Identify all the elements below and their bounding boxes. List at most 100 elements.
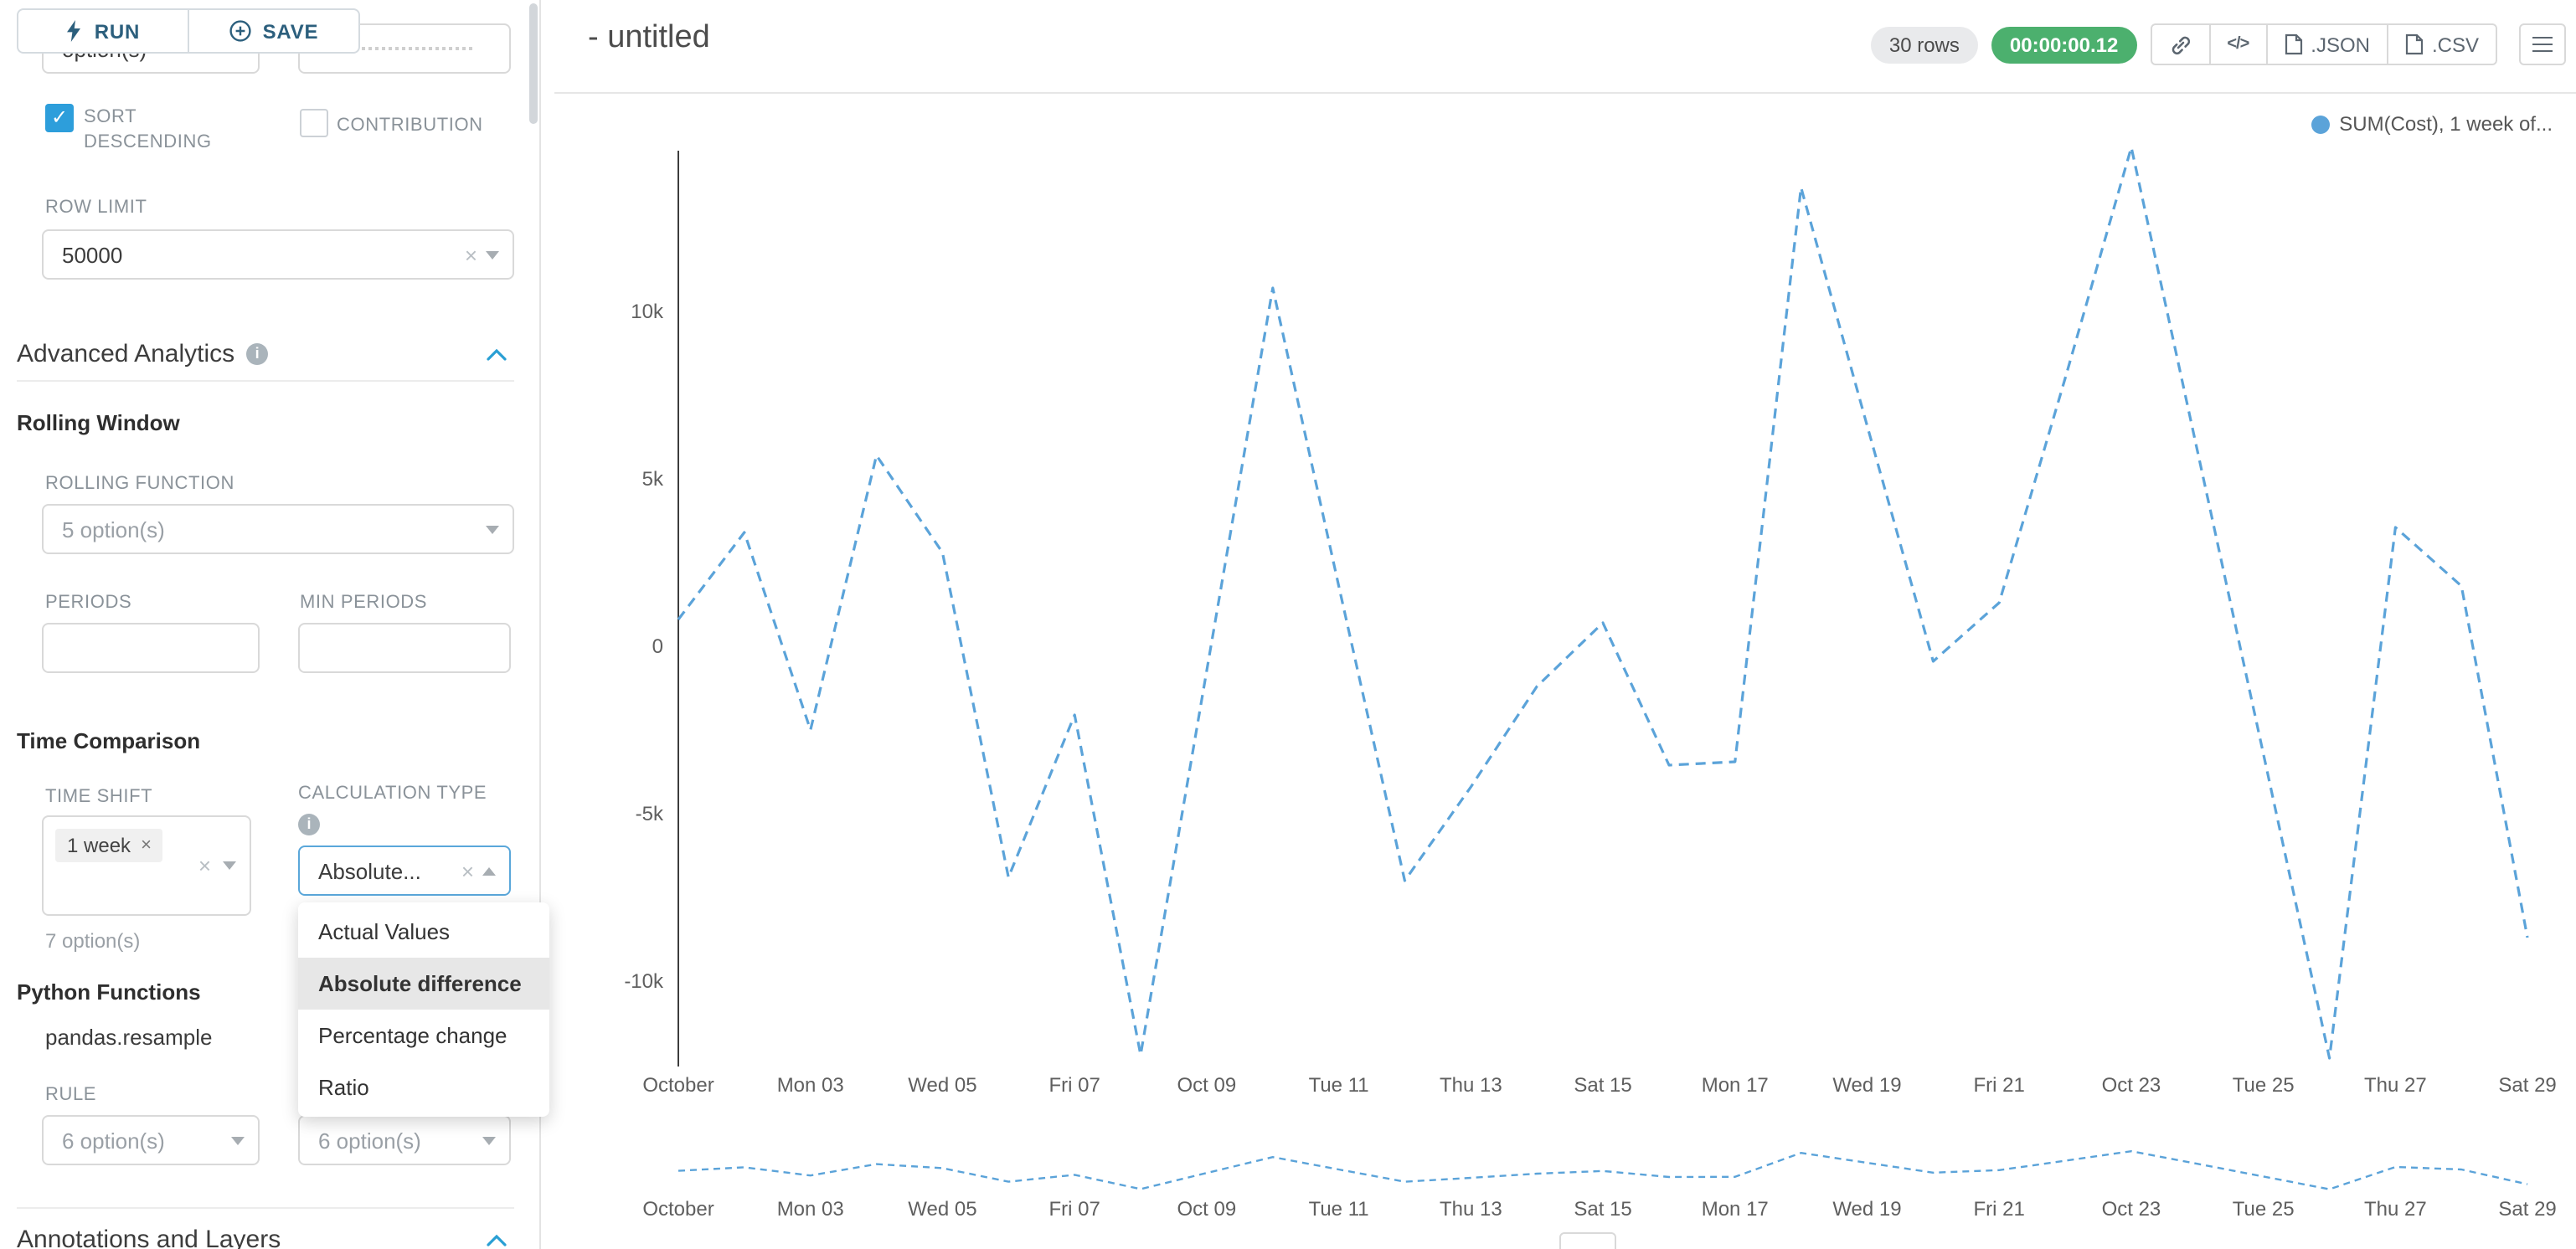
- view-query-button[interactable]: </>: [2208, 23, 2268, 65]
- bolt-icon: [67, 20, 81, 42]
- collapse-section-button[interactable]: [486, 347, 507, 361]
- chevron-down-icon: [231, 1136, 245, 1144]
- export-json-button[interactable]: .JSON: [2265, 23, 2388, 65]
- x-tick-label: Tue 11: [1309, 1074, 1369, 1097]
- x-tick-label: Oct 23: [2102, 1074, 2161, 1097]
- menu-option-absolute-difference[interactable]: Absolute difference: [298, 958, 549, 1010]
- x-tick-label: Mon 03: [777, 1074, 844, 1097]
- file-icon: [2405, 33, 2424, 55]
- min-periods-input[interactable]: [298, 623, 511, 673]
- rule-select[interactable]: 6 option(s): [42, 1115, 260, 1165]
- legend-dot-icon: [2311, 115, 2330, 133]
- resample-method-select[interactable]: 6 option(s): [298, 1115, 511, 1165]
- preview-x-tick-label: Mon 03: [777, 1198, 844, 1221]
- annotations-header: Annotations and Layers: [17, 1226, 514, 1249]
- row-count-badge: 30 rows: [1870, 26, 1978, 63]
- preview-x-tick-label: October: [642, 1198, 714, 1221]
- x-tick-label: Oct 09: [1177, 1074, 1237, 1097]
- info-icon[interactable]: i: [298, 814, 320, 835]
- min-periods-label: MIN PERIODS: [300, 593, 428, 613]
- time-shift-select[interactable]: 1 week × ×: [42, 815, 251, 916]
- x-tick-label: Wed 19: [1832, 1074, 1901, 1097]
- x-tick-label: Mon 17: [1702, 1074, 1769, 1097]
- preview-x-tick-label: Sat 29: [2498, 1198, 2556, 1221]
- preview-x-tick-label: Thu 27: [2364, 1198, 2427, 1221]
- export-csv-label: .CSV: [2431, 33, 2479, 56]
- x-tick-label: Tue 25: [2233, 1074, 2295, 1097]
- chevron-up-icon: [487, 347, 507, 360]
- rule-placeholder: 6 option(s): [62, 1128, 165, 1153]
- preview-x-tick-label: Oct 23: [2102, 1198, 2161, 1221]
- link-icon: [2172, 35, 2190, 54]
- preview-x-tick-label: Tue 25: [2233, 1198, 2295, 1221]
- advanced-analytics-header: Advanced Analytics i: [17, 340, 514, 368]
- chevron-up-icon: [482, 866, 496, 875]
- chart-title: - untitled: [588, 20, 710, 55]
- panel-scrollbar[interactable]: [529, 3, 538, 124]
- python-functions-title: Python Functions: [17, 979, 201, 1005]
- row-limit-select[interactable]: 50000 ×: [42, 229, 514, 280]
- export-json-label: .JSON: [2311, 33, 2370, 56]
- preview-x-tick-label: Wed 05: [908, 1198, 976, 1221]
- remove-tag-icon[interactable]: ×: [141, 835, 152, 856]
- collapse-section-button[interactable]: [486, 1233, 507, 1246]
- preview-x-tick-label: Wed 19: [1832, 1198, 1901, 1221]
- save-button-label: SAVE: [262, 19, 319, 43]
- menu-option-actual-values[interactable]: Actual Values: [318, 919, 451, 944]
- preview-x-tick-label: Fri 21: [1974, 1198, 2025, 1221]
- y-tick-label: 5k: [642, 468, 664, 491]
- x-tick-label: Wed 05: [908, 1074, 976, 1097]
- save-button[interactable]: SAVE: [189, 10, 358, 52]
- x-tick-label: Thu 27: [2364, 1074, 2427, 1097]
- rolling-function-select[interactable]: 5 option(s): [42, 504, 514, 554]
- control-panel: option(s) RUN SAVE ✓ SORT DESCENDING CON…: [0, 0, 549, 1249]
- calculation-type-value: Absolute...: [318, 858, 421, 883]
- time-shift-label: TIME SHIFT: [45, 787, 153, 807]
- y-tick-label: -10k: [624, 970, 664, 993]
- query-timer-badge: 00:00:00.12: [1991, 26, 2137, 63]
- copy-link-button[interactable]: [2150, 23, 2211, 65]
- legend-label: SUM(Cost), 1 week of...: [2339, 112, 2553, 136]
- code-icon: </>: [2227, 35, 2249, 54]
- y-tick-label: 0: [652, 635, 663, 658]
- chevron-down-icon: [482, 1136, 496, 1144]
- menu-option-ratio[interactable]: Ratio: [318, 1075, 369, 1100]
- annotations-title: Annotations and Layers: [17, 1226, 281, 1249]
- section-divider: [17, 1207, 514, 1209]
- resample-method-placeholder: 6 option(s): [318, 1128, 421, 1153]
- hamburger-icon: [2532, 36, 2553, 39]
- info-icon[interactable]: i: [246, 343, 269, 365]
- clear-icon[interactable]: ×: [461, 858, 474, 883]
- sort-descending-checkbox[interactable]: ✓: [45, 104, 74, 132]
- time-shift-helper: 7 option(s): [45, 929, 141, 953]
- pandas-resample-label: pandas.resample: [45, 1025, 213, 1050]
- preview-x-tick-label: Tue 11: [1309, 1198, 1369, 1221]
- rule-label: RULE: [45, 1085, 97, 1105]
- y-tick-label: 10k: [631, 301, 664, 323]
- cutoff-zoom-box[interactable]: [1559, 1232, 1616, 1249]
- calculation-type-select[interactable]: Absolute... ×: [298, 846, 511, 896]
- main-series-line: [677, 146, 2529, 1060]
- preview-x-tick-label: Sat 15: [1574, 1198, 1631, 1221]
- chart-options-button[interactable]: [2519, 23, 2566, 65]
- run-button[interactable]: RUN: [18, 10, 189, 52]
- section-divider: [17, 380, 514, 382]
- x-tick-label: Sat 15: [1574, 1074, 1631, 1097]
- chart-legend[interactable]: SUM(Cost), 1 week of...: [2311, 112, 2553, 136]
- clear-icon[interactable]: ×: [464, 242, 477, 267]
- time-shift-tag: 1 week ×: [55, 829, 163, 862]
- preview-x-tick-label: Oct 09: [1177, 1198, 1237, 1221]
- timeseries-line-chart[interactable]: 10k 5k 0 -5k -10k October October Mon 03 Mon 03 W…: [541, 94, 2576, 1249]
- sort-descending-label: SORT DESCENDING: [84, 107, 212, 152]
- periods-input[interactable]: [42, 623, 260, 673]
- clear-icon[interactable]: ×: [198, 853, 211, 878]
- chevron-down-icon: [223, 861, 236, 870]
- contribution-checkbox[interactable]: [300, 109, 328, 137]
- x-tick-label: Fri 07: [1048, 1074, 1100, 1097]
- calc-type-menu: Actual Values Absolute difference Percenta…: [298, 902, 549, 1117]
- chevron-down-icon: [486, 250, 499, 259]
- export-csv-button[interactable]: .CSV: [2386, 23, 2497, 65]
- menu-option-percentage-change[interactable]: Percentage change: [318, 1023, 507, 1048]
- y-tick-label: -5k: [636, 803, 664, 825]
